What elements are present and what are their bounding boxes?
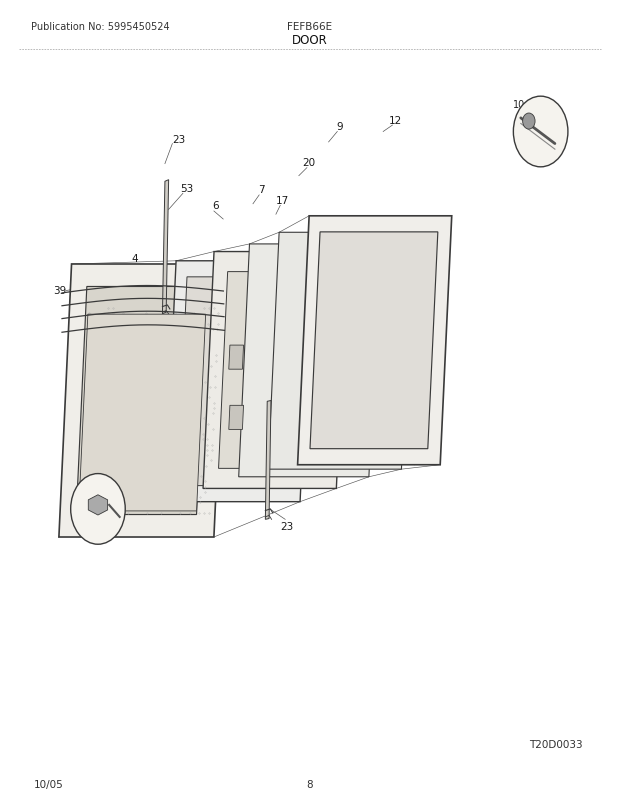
Text: 17: 17 [275, 196, 289, 205]
Polygon shape [59, 265, 226, 537]
Text: Publication No: 5995450524: Publication No: 5995450524 [31, 22, 170, 32]
Polygon shape [88, 495, 108, 516]
Polygon shape [310, 233, 438, 449]
Polygon shape [203, 252, 347, 488]
Circle shape [523, 114, 535, 130]
Polygon shape [298, 217, 452, 465]
Text: 12: 12 [389, 116, 402, 126]
Text: 23: 23 [172, 135, 185, 144]
Polygon shape [76, 287, 207, 515]
Text: 20: 20 [407, 278, 421, 288]
Text: 20: 20 [302, 158, 316, 168]
Polygon shape [165, 261, 311, 502]
Text: 6: 6 [213, 201, 219, 211]
Text: 55: 55 [255, 273, 268, 282]
Polygon shape [239, 245, 379, 477]
Text: 10/05: 10/05 [34, 780, 64, 789]
Polygon shape [414, 321, 420, 465]
Text: 9: 9 [337, 122, 343, 132]
Text: T20D0033: T20D0033 [529, 739, 583, 749]
Circle shape [71, 474, 125, 545]
Text: 23: 23 [280, 521, 293, 531]
Polygon shape [219, 272, 330, 468]
Circle shape [513, 97, 568, 168]
Text: 53: 53 [428, 427, 442, 436]
Polygon shape [79, 314, 206, 512]
Polygon shape [265, 401, 271, 520]
Polygon shape [229, 346, 244, 370]
Text: 4: 4 [132, 253, 138, 263]
Text: 10: 10 [513, 100, 526, 110]
Polygon shape [177, 277, 298, 486]
Text: 17: 17 [405, 382, 418, 391]
Text: 8: 8 [307, 780, 313, 789]
Text: 8: 8 [415, 342, 422, 351]
Text: 55: 55 [252, 382, 266, 391]
Text: 60B: 60B [87, 500, 103, 510]
Text: 13: 13 [85, 437, 99, 447]
Text: 53: 53 [180, 184, 194, 193]
Text: 7: 7 [259, 184, 265, 194]
Text: FEFB66E: FEFB66E [288, 22, 332, 32]
Text: eReplacementParts.com: eReplacementParts.com [242, 358, 378, 367]
Text: DOOR: DOOR [292, 34, 328, 47]
Polygon shape [268, 233, 412, 469]
Polygon shape [229, 406, 244, 430]
Polygon shape [162, 180, 169, 314]
Text: 39: 39 [53, 286, 67, 296]
